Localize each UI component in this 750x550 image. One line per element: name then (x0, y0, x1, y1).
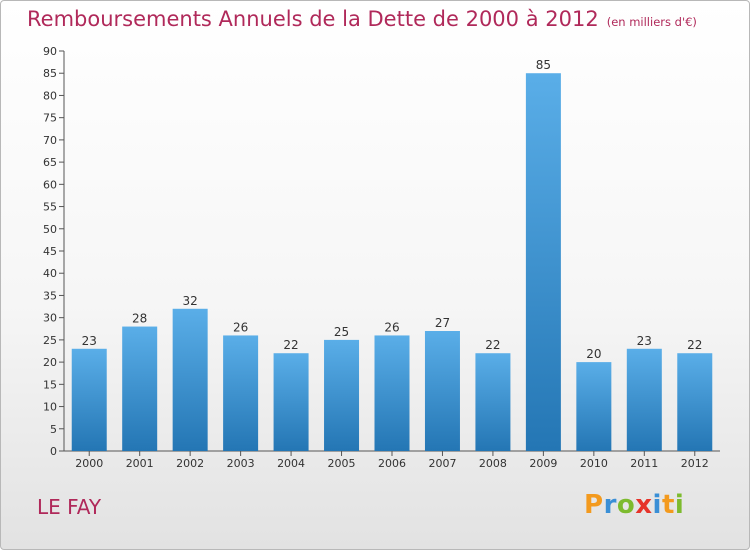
data-labels: 23 28 32 26 22 25 26 27 22 85 20 23 22 (82, 58, 703, 361)
chart-subtitle: (en milliers d'€) (606, 15, 697, 29)
x-tick-label-2009: 2009 (529, 457, 557, 470)
x-tick-label-2005: 2005 (328, 457, 356, 470)
bars (71, 73, 713, 451)
data-label-2008: 22 (485, 338, 500, 352)
y-tick-label: 80 (43, 89, 57, 102)
x-axis: 2000 2001 2002 2003 2004 2005 2006 2007 2008 2009… (59, 450, 720, 470)
x-tick-label-2012: 2012 (681, 457, 709, 470)
data-label-2004: 22 (283, 338, 298, 352)
data-label-2009: 85 (536, 58, 551, 72)
data-label-2011: 23 (637, 334, 652, 348)
bar-2000 (71, 348, 107, 451)
y-tick-label: 10 (43, 401, 57, 414)
logo-letter: o (616, 490, 636, 520)
y-tick-label: 85 (43, 67, 57, 80)
y-tick-label: 75 (43, 112, 57, 125)
logo-letter: i (674, 490, 685, 520)
place-name: LE FAY (37, 495, 102, 519)
x-tick-label-2000: 2000 (75, 457, 103, 470)
bar-2012 (677, 353, 713, 451)
y-tick-label: 70 (43, 134, 57, 147)
bar-2010 (576, 362, 612, 451)
y-tick-label: 60 (43, 178, 57, 191)
bar-2006 (374, 335, 410, 451)
chart-title: Remboursements Annuels de la Dette de 20… (27, 7, 697, 31)
logo-letter: t (661, 490, 675, 520)
chart-title-text: Remboursements Annuels de la Dette de 20… (27, 7, 599, 31)
data-label-2012: 22 (687, 338, 702, 352)
bar-2001 (122, 326, 158, 451)
x-tick-label-2003: 2003 (227, 457, 255, 470)
y-tick-label: 50 (43, 223, 57, 236)
bar-2008 (475, 353, 511, 451)
data-label-2007: 27 (435, 316, 450, 330)
data-label-2006: 26 (384, 320, 399, 334)
y-tick-label: 5 (50, 423, 57, 436)
x-tick-label-2010: 2010 (580, 457, 608, 470)
bar-2011 (626, 348, 662, 451)
bar-2007 (424, 331, 460, 451)
y-tick-label: 20 (43, 356, 57, 369)
data-label-2002: 32 (183, 294, 198, 308)
data-label-2010: 20 (586, 347, 601, 361)
y-tick-label: 15 (43, 378, 57, 391)
y-tick-label: 45 (43, 245, 57, 258)
x-tick-label-2006: 2006 (378, 457, 406, 470)
bar-2004 (273, 353, 309, 451)
y-tick-label: 90 (43, 45, 57, 58)
y-axis: 0 5 10 15 20 25 30 35 40 45 50 55 60 65 70 75 80 85 90 (43, 45, 65, 458)
data-label-2000: 23 (82, 334, 97, 348)
data-label-2005: 25 (334, 325, 349, 339)
x-tick-label-2007: 2007 (428, 457, 456, 470)
logo-letter: i (652, 490, 662, 520)
bar-2003 (223, 335, 259, 451)
logo-letter: P (584, 490, 604, 520)
y-tick-label: 0 (50, 445, 57, 458)
x-tick-label-2011: 2011 (630, 457, 658, 470)
bar-2009 (525, 73, 561, 451)
bar-2002 (172, 308, 208, 451)
y-tick-label: 30 (43, 312, 57, 325)
y-tick-label: 65 (43, 156, 57, 169)
x-tick-label-2002: 2002 (176, 457, 204, 470)
y-tick-label: 55 (43, 201, 57, 214)
bar-2005 (324, 339, 360, 451)
x-tick-label-2008: 2008 (479, 457, 507, 470)
proxiti-logo: Proxiti (584, 490, 684, 520)
x-tick-label-2001: 2001 (126, 457, 154, 470)
x-tick-label-2004: 2004 (277, 457, 305, 470)
data-label-2001: 28 (132, 312, 147, 326)
logo-letter: x (635, 490, 653, 520)
y-tick-label: 25 (43, 334, 57, 347)
y-tick-label: 40 (43, 267, 57, 280)
y-tick-label: 35 (43, 289, 57, 302)
logo-letter: r (603, 490, 617, 520)
data-label-2003: 26 (233, 320, 248, 334)
